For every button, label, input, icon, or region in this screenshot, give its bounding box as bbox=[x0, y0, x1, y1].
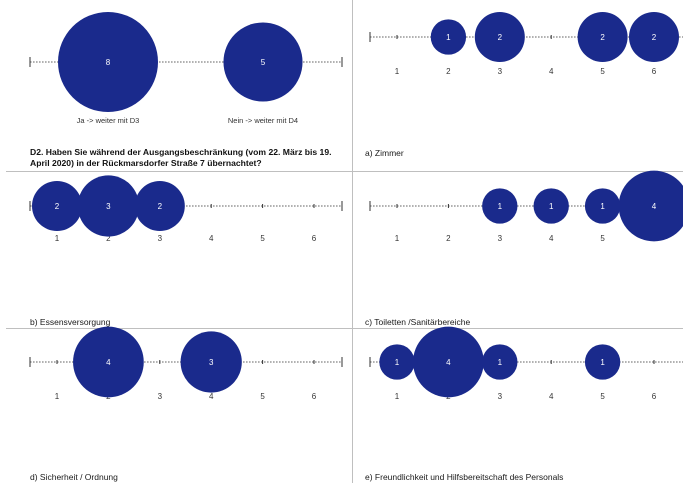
bubble-value-label: 1 bbox=[600, 358, 605, 367]
bubble-value-label: 4 bbox=[106, 358, 111, 367]
bubble-mark bbox=[134, 181, 185, 231]
bubble-value-label: 1 bbox=[498, 358, 503, 367]
chart-caption-a: a) Zimmer bbox=[365, 148, 404, 158]
bubble-value-label: 1 bbox=[600, 202, 605, 211]
bubble-value-label: 1 bbox=[446, 33, 451, 42]
tick-label: 1 bbox=[395, 234, 400, 243]
chart-grid: 8 Ja -> weiter mit D3 5 Nein -> weiter mit … bbox=[6, 0, 683, 483]
panel-a-zimmer: 1 2 1 3 2 4 5 2 6 2 a) Zimmer bbox=[353, 0, 683, 172]
bubble-chart-b: 1 2 2 3 3 2 4 5 6 bbox=[29, 175, 343, 243]
tick-label: 1 bbox=[395, 392, 400, 401]
tick-label: 5 bbox=[260, 392, 265, 401]
chart-caption-b: b) Essensversorgung bbox=[30, 317, 111, 327]
bubble-chart-a: 1 2 1 3 2 4 5 2 6 2 bbox=[369, 12, 683, 76]
tick-label: 5 bbox=[600, 67, 605, 76]
bubble-mark bbox=[482, 188, 518, 224]
bubble-mark bbox=[223, 22, 303, 102]
chart-caption-e: e) Freundlichkeit und Hilfsbereitschaft … bbox=[365, 472, 564, 482]
bubble-mark bbox=[577, 12, 628, 62]
tick-label: 3 bbox=[498, 392, 503, 401]
tick-label: 6 bbox=[652, 392, 657, 401]
tick-label: 5 bbox=[260, 234, 265, 243]
tick-label: 3 bbox=[498, 234, 503, 243]
tick-label: 4 bbox=[209, 392, 214, 401]
bubble-value-label: 5 bbox=[261, 58, 266, 67]
bubble-mark bbox=[584, 344, 621, 380]
bubble-mark bbox=[430, 19, 467, 55]
bubble-chart-e: 1124314516 bbox=[369, 326, 683, 401]
bubble-mark bbox=[533, 188, 569, 224]
bubble-value-label: 1 bbox=[549, 202, 554, 211]
bubble-mark bbox=[413, 326, 484, 398]
bubble-mark bbox=[73, 326, 144, 398]
bubble-mark bbox=[180, 331, 242, 393]
chart-caption-c: c) Toiletten /Sanitärbereiche bbox=[365, 317, 471, 327]
bubble-mark bbox=[584, 188, 621, 224]
bubble-value-label: 4 bbox=[446, 358, 451, 367]
tick-label: 5 bbox=[600, 234, 605, 243]
tick-label: 1 bbox=[55, 234, 60, 243]
bubble-value-label: 1 bbox=[498, 202, 503, 211]
category-label: Nein -> weiter mit D4 bbox=[228, 116, 298, 125]
tick-label: 6 bbox=[312, 392, 317, 401]
question-text: D2. Haben Sie während der Ausgangsbeschr… bbox=[30, 147, 332, 168]
bubble-value-label: 3 bbox=[106, 202, 111, 211]
tick-label: 2 bbox=[446, 234, 451, 243]
bubble-value-label: 2 bbox=[652, 33, 657, 42]
bubble-value-label: 2 bbox=[55, 202, 60, 211]
tick-label: 6 bbox=[652, 67, 657, 76]
panel-e-freundlichkeit: 1124314516 e) Freundlichkeit und Hilfsbe… bbox=[353, 326, 683, 483]
bubble-value-label: 3 bbox=[209, 358, 214, 367]
tick-label: 1 bbox=[55, 392, 60, 401]
tick-label: 4 bbox=[549, 234, 554, 243]
bubble-mark bbox=[379, 344, 415, 380]
tick-label: 2 bbox=[446, 67, 451, 76]
panel-d-sicherheit: 12434356 d) Sicherheit / Ordnung bbox=[6, 326, 353, 483]
bubble-value-label: 1 bbox=[395, 358, 400, 367]
bubble-mark bbox=[77, 175, 140, 237]
tick-label: 5 bbox=[600, 392, 605, 401]
bubble-value-label: 2 bbox=[158, 202, 163, 211]
panel-b-essensversorgung: 1 2 2 3 3 2 4 5 6 b) Essensversorgung bbox=[6, 172, 353, 329]
tick-label: 4 bbox=[549, 67, 554, 76]
tick-label: 6 bbox=[312, 234, 317, 243]
bubble-value-label: 2 bbox=[498, 33, 503, 42]
tick-label: 3 bbox=[498, 67, 503, 76]
tick-label: 3 bbox=[158, 234, 163, 243]
chart-caption-d: d) Sicherheit / Ordnung bbox=[30, 472, 118, 482]
bubble-chart-c: 1231415164 bbox=[369, 170, 683, 243]
bubble-mark bbox=[32, 181, 82, 231]
bubble-mark bbox=[474, 12, 525, 62]
panel-d2-question: 8 Ja -> weiter mit D3 5 Nein -> weiter mit … bbox=[6, 0, 353, 172]
bubble-mark bbox=[618, 170, 683, 242]
bubble-mark bbox=[629, 12, 679, 62]
bubble-value-label: 8 bbox=[106, 58, 111, 67]
category-label: Ja -> weiter mit D3 bbox=[77, 116, 140, 125]
tick-label: 3 bbox=[158, 392, 163, 401]
tick-label: 2 bbox=[106, 234, 111, 243]
bubble-chart-d2: 8 Ja -> weiter mit D3 5 Nein -> weiter mit … bbox=[29, 12, 343, 125]
tick-label: 4 bbox=[209, 234, 214, 243]
tick-label: 1 bbox=[395, 67, 400, 76]
panel-c-toiletten: 1231415164 c) Toiletten /Sanitärbereiche bbox=[353, 170, 683, 329]
bubble-chart-d: 12434356 bbox=[29, 326, 343, 401]
bubble-value-label: 2 bbox=[600, 33, 605, 42]
bubble-mark bbox=[482, 344, 518, 380]
bubble-value-label: 4 bbox=[652, 202, 657, 211]
bubble-mark bbox=[58, 12, 158, 112]
tick-label: 4 bbox=[549, 392, 554, 401]
